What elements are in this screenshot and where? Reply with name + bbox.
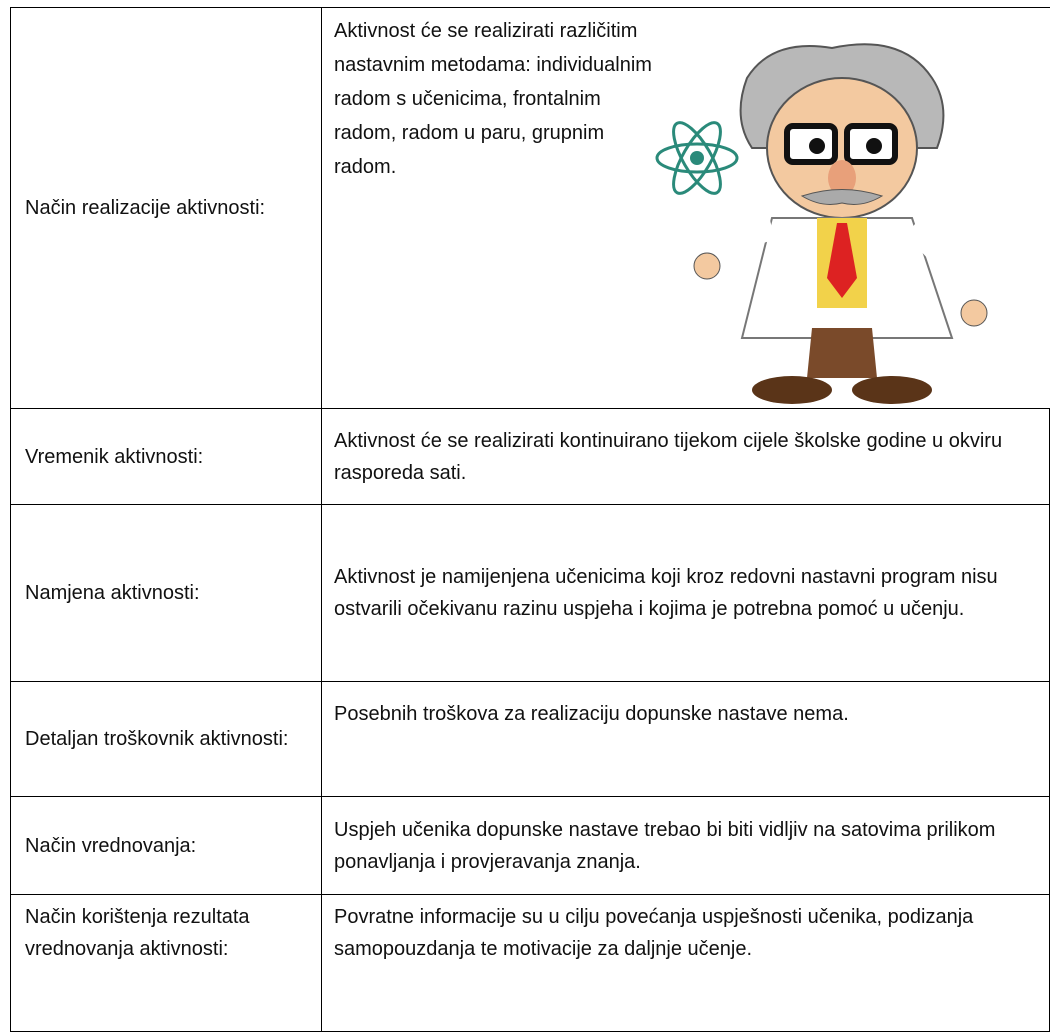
row-content: Povratne informacije su u cilju povećanj… xyxy=(321,894,1050,1032)
row-content: Aktivnost će se realizirati kontinuirano… xyxy=(321,408,1050,505)
row-label: Način korištenja rezultata vrednovanja a… xyxy=(10,894,322,1032)
row-label: Detaljan troškovnik aktivnosti: xyxy=(10,681,322,797)
table-row: Način realizacije aktivnosti: Aktivnost … xyxy=(10,7,1050,409)
row-label: Način realizacije aktivnosti: xyxy=(10,7,322,409)
row-content: Aktivnost će se realizirati različitim n… xyxy=(334,20,652,178)
table-row: Namjena aktivnosti: Aktivnost je namijen… xyxy=(10,504,1050,682)
table-row: Detaljan troškovnik aktivnosti: Posebnih… xyxy=(10,681,1050,797)
activity-table: Način realizacije aktivnosti: Aktivnost … xyxy=(10,7,1050,1032)
page: Način realizacije aktivnosti: Aktivnost … xyxy=(10,7,1050,1032)
row-label: Namjena aktivnosti: xyxy=(10,504,322,682)
table-row: Način korištenja rezultata vrednovanja a… xyxy=(10,894,1050,1032)
row-content: Uspjeh učenika dopunske nastave trebao b… xyxy=(321,796,1050,895)
row-label: Način vrednovanja: xyxy=(10,796,322,895)
scientist-illustration xyxy=(655,43,988,404)
row-content-cell: Aktivnost će se realizirati različitim n… xyxy=(321,7,1050,409)
row-label: Vremenik aktivnosti: xyxy=(10,408,322,505)
row-content: Posebnih troškova za realizaciju dopunsk… xyxy=(321,681,1050,797)
row-content: Aktivnost je namijenjena učenicima koji … xyxy=(321,504,1050,682)
table-row: Način vrednovanja: Uspjeh učenika dopuns… xyxy=(10,796,1050,895)
table-row: Vremenik aktivnosti: Aktivnost će se rea… xyxy=(10,408,1050,505)
